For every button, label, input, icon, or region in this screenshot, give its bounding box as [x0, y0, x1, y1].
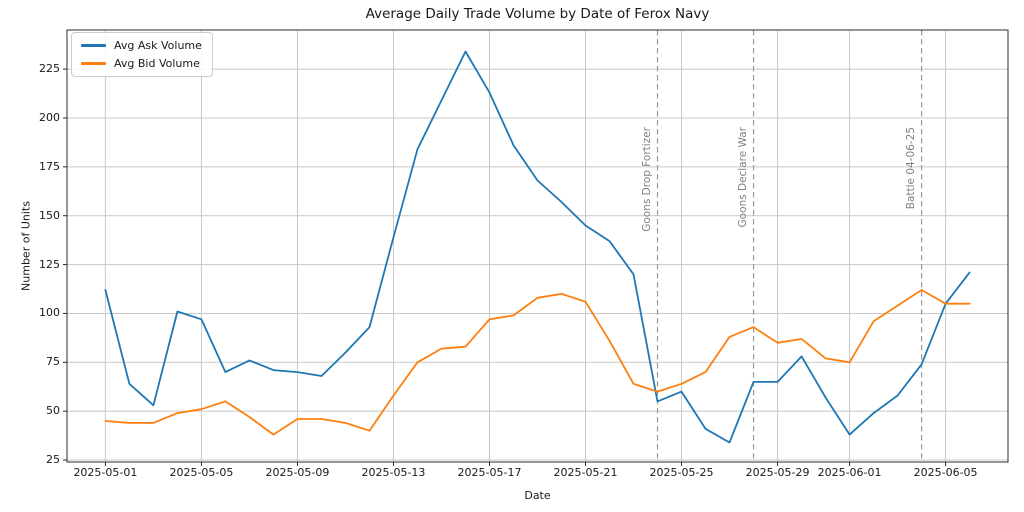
event-label: Goons Drop Fortizer: [640, 127, 653, 232]
x-axis-label: Date: [524, 489, 551, 502]
x-tick-label: 2025-05-13: [361, 466, 426, 479]
x-tick-label: 2025-05-29: [745, 466, 810, 479]
y-tick-label: 50: [46, 404, 60, 418]
y-tick-label: 25: [46, 453, 60, 467]
x-tick-label: 2025-05-09: [265, 466, 330, 479]
series-line: [104, 50, 971, 444]
legend-label-avg-ask-volume: Avg Ask Volume: [114, 39, 202, 52]
x-tick-label: 2025-06-01: [817, 466, 882, 479]
y-tick-label: 75: [46, 355, 60, 369]
event-label: Goons Declare War: [736, 127, 749, 228]
x-tick-label: 2025-05-21: [553, 466, 618, 479]
legend: Avg Ask Volume Avg Bid Volume: [71, 32, 213, 77]
legend-item-avg-ask-volume: Avg Ask Volume: [81, 39, 202, 52]
y-tick-label: 200: [39, 110, 60, 124]
x-tick-label: 2025-05-01: [73, 466, 138, 479]
bid-line-swatch: [81, 62, 106, 65]
y-tick-label: 225: [39, 62, 60, 76]
legend-label-avg-bid-volume: Avg Bid Volume: [114, 57, 200, 70]
y-tick-label: 100: [39, 306, 60, 320]
plot-border: [66, 29, 1009, 463]
x-tick-label: 2025-05-25: [649, 466, 714, 479]
y-tick-label: 175: [39, 159, 60, 173]
x-tick-label: 2025-05-17: [457, 466, 522, 479]
chart-title: Average Daily Trade Volume by Date of Fe…: [365, 6, 710, 22]
x-tick-label: 2025-05-05: [169, 466, 234, 479]
y-tick-label: 150: [39, 208, 60, 222]
event-label: Battle 04-06-25: [904, 127, 917, 210]
ask-line-swatch: [81, 44, 106, 47]
legend-item-avg-bid-volume: Avg Bid Volume: [81, 57, 202, 70]
series-line: [104, 289, 971, 436]
x-tick-label: 2025-06-05: [913, 466, 978, 479]
y-tick-label: 125: [39, 257, 60, 271]
